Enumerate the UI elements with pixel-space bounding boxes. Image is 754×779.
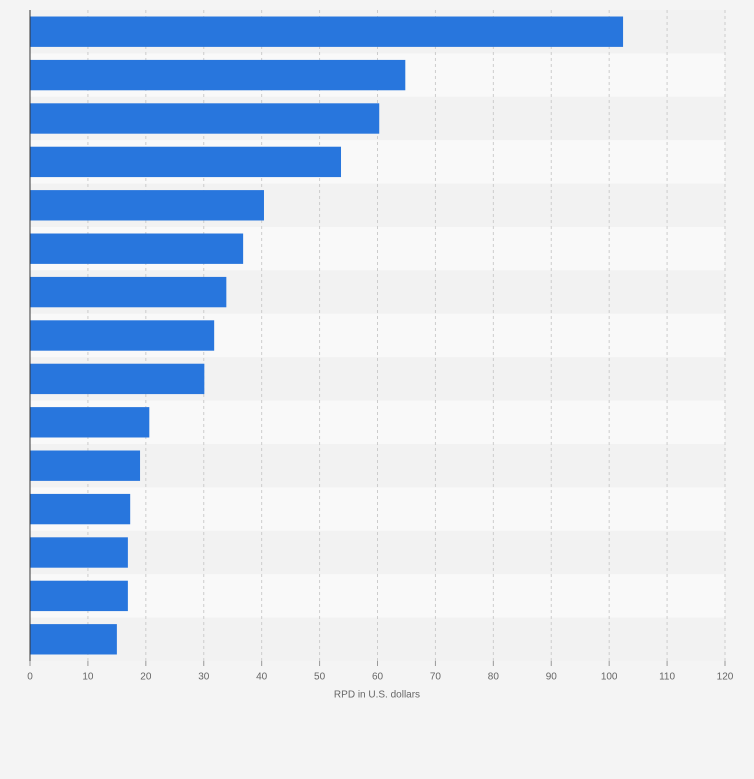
x-tick-label: 90 <box>546 672 558 683</box>
bar <box>30 146 342 178</box>
bar <box>30 580 128 612</box>
bar <box>30 450 141 481</box>
x-tick-label: 20 <box>140 672 152 683</box>
x-axis-title: RPD in U.S. dollars <box>334 690 420 701</box>
x-tick-label: 100 <box>601 672 618 683</box>
bar <box>30 407 150 438</box>
x-tick-label: 40 <box>256 672 268 683</box>
x-tick-label: 50 <box>314 672 326 683</box>
x-tick-label: 70 <box>430 672 442 683</box>
x-tick-label: 10 <box>82 672 94 683</box>
x-tick-label: 110 <box>659 672 675 683</box>
bar <box>30 190 264 221</box>
bar <box>30 493 131 525</box>
bar <box>30 320 215 351</box>
bar <box>30 103 380 134</box>
bar <box>30 624 117 655</box>
x-tick-label: 80 <box>488 672 500 683</box>
x-tick-label: 60 <box>372 672 384 683</box>
x-tick-label: 120 <box>717 672 734 683</box>
x-tick-label: 30 <box>198 672 210 683</box>
bar <box>30 537 128 568</box>
bar <box>30 363 205 395</box>
bar <box>30 16 624 47</box>
bar <box>30 59 406 91</box>
x-tick-label: 0 <box>27 672 33 683</box>
bar <box>30 233 244 264</box>
bar <box>30 276 227 308</box>
